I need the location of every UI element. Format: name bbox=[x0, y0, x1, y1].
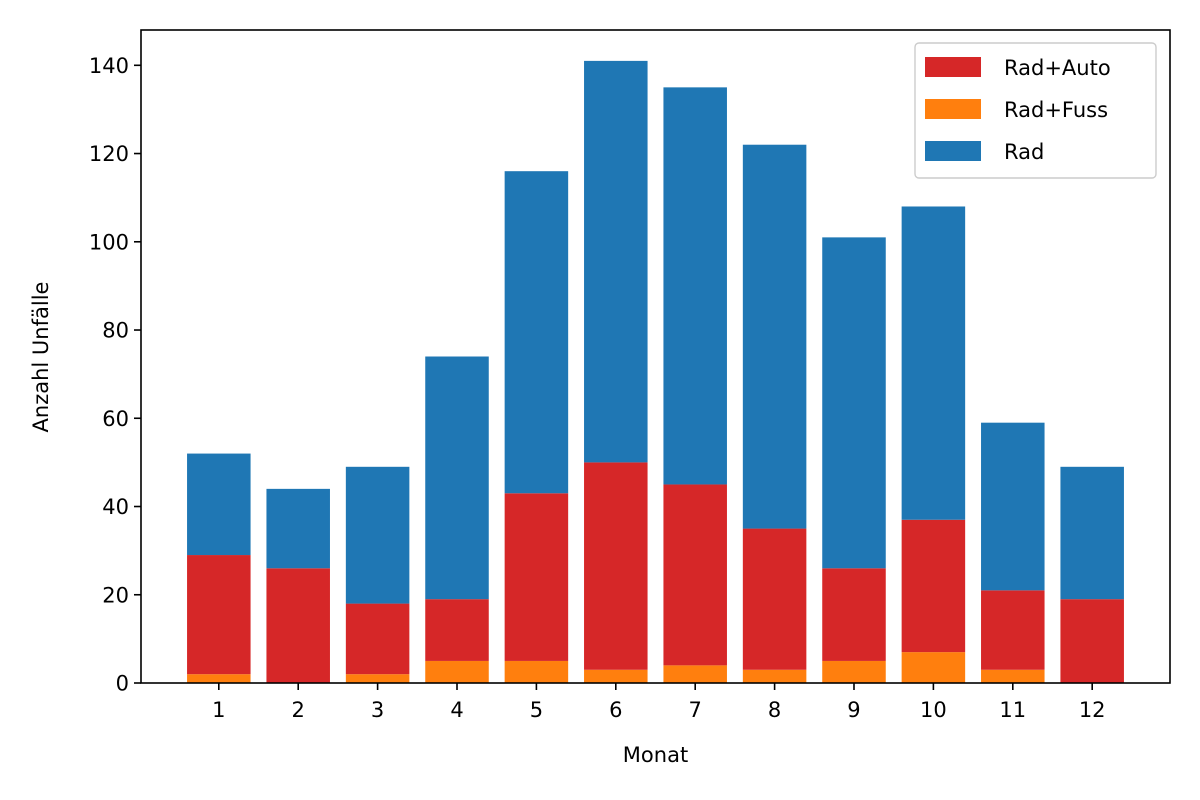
plot-frame bbox=[140, 29, 1171, 684]
bar-rad-fuss-7 bbox=[663, 665, 727, 683]
x-tick-label: 7 bbox=[689, 698, 702, 722]
legend-swatch-rad-auto bbox=[925, 57, 981, 77]
bar-rad-9 bbox=[822, 237, 886, 569]
y-tick-label: 120 bbox=[89, 142, 129, 166]
bar-rad-fuss-8 bbox=[742, 669, 807, 683]
bar-rad-auto-2 bbox=[266, 568, 330, 683]
bar-rad-fuss-1 bbox=[187, 674, 251, 683]
bar-rad-1 bbox=[187, 453, 251, 556]
y-tick-label: 20 bbox=[102, 583, 129, 607]
bar-rad-fuss-3 bbox=[345, 674, 410, 683]
bar-rad-fuss-6 bbox=[584, 669, 648, 683]
bar-rad-4 bbox=[425, 356, 489, 600]
bar-rad-auto-5 bbox=[504, 493, 569, 661]
y-axis-title: Anzahl Unfälle bbox=[29, 282, 53, 433]
y-tick-label: 0 bbox=[116, 672, 129, 696]
bar-rad-auto-11 bbox=[981, 590, 1045, 670]
x-tick-label: 5 bbox=[530, 698, 543, 722]
y-tick-label: 80 bbox=[102, 319, 129, 343]
bar-rad-auto-10 bbox=[901, 519, 966, 653]
bar-rad-fuss-5 bbox=[504, 660, 569, 683]
x-tick-label: 10 bbox=[920, 698, 947, 722]
x-tick-label: 12 bbox=[1079, 698, 1106, 722]
x-tick-label: 6 bbox=[609, 698, 622, 722]
legend-swatch-rad-fuss bbox=[925, 99, 981, 119]
legend: Rad+Auto Rad+Fuss Rad bbox=[914, 42, 1157, 179]
x-tick-label: 1 bbox=[212, 698, 225, 722]
bar-rad-8 bbox=[742, 144, 807, 529]
x-axis-title: Monat bbox=[623, 743, 688, 767]
x-axis: 1 2 3 4 5 6 7 8 9 10 11 12 bbox=[212, 683, 1106, 722]
bar-rad-5 bbox=[504, 171, 569, 494]
x-tick-label: 4 bbox=[450, 698, 463, 722]
bar-rad-fuss-9 bbox=[822, 660, 886, 683]
bar-rad-fuss-4 bbox=[425, 660, 489, 683]
bar-rad-auto-8 bbox=[742, 528, 807, 670]
bar-rad-auto-9 bbox=[822, 568, 886, 661]
bar-rad-11 bbox=[981, 422, 1045, 591]
bar-rad-fuss-11 bbox=[981, 669, 1045, 683]
x-tick-label: 3 bbox=[371, 698, 384, 722]
bar-rad-auto-1 bbox=[187, 555, 251, 675]
bar-rad-2 bbox=[266, 488, 330, 569]
bar-rad-auto-7 bbox=[663, 484, 727, 666]
x-tick-label: 11 bbox=[999, 698, 1026, 722]
bar-rad-12 bbox=[1060, 466, 1124, 600]
y-tick-label: 40 bbox=[102, 495, 129, 519]
legend-label-rad-fuss: Rad+Fuss bbox=[1004, 98, 1108, 122]
bar-rad-6 bbox=[584, 60, 648, 463]
bar-rad-auto-4 bbox=[425, 599, 489, 661]
bar-rad-7 bbox=[663, 87, 727, 485]
bar-rad-auto-6 bbox=[584, 462, 648, 670]
bar-rad-3 bbox=[345, 466, 410, 604]
legend-swatch-rad bbox=[925, 141, 981, 161]
y-tick-label: 60 bbox=[102, 407, 129, 431]
x-tick-label: 2 bbox=[292, 698, 305, 722]
bars-group bbox=[187, 60, 1124, 683]
legend-label-rad-auto: Rad+Auto bbox=[1004, 56, 1111, 80]
y-axis: 0 20 40 60 80 100 120 140 bbox=[89, 54, 141, 696]
x-tick-label: 9 bbox=[847, 698, 860, 722]
x-tick-label: 8 bbox=[768, 698, 781, 722]
bar-rad-10 bbox=[901, 206, 966, 520]
bar-rad-auto-3 bbox=[345, 603, 410, 675]
y-tick-label: 100 bbox=[89, 230, 129, 254]
y-tick-label: 140 bbox=[89, 54, 129, 78]
bar-rad-auto-12 bbox=[1060, 599, 1124, 683]
legend-label-rad: Rad bbox=[1004, 140, 1044, 164]
bar-rad-fuss-10 bbox=[901, 652, 966, 683]
